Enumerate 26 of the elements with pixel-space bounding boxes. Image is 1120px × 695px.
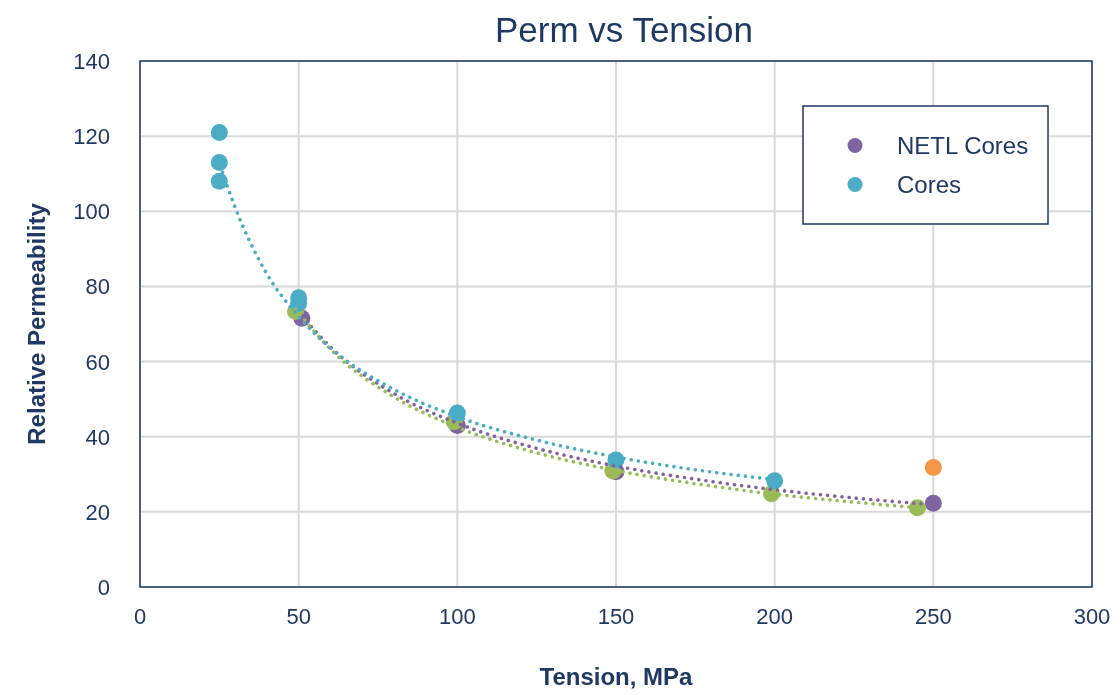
x-tick-label: 250 (914, 604, 952, 629)
y-tick-label: 60 (85, 349, 110, 375)
legend-label: Cores (897, 171, 962, 198)
y-tick-label: 140 (73, 49, 110, 74)
y-tick-label: 40 (85, 424, 110, 450)
point (924, 459, 942, 477)
point (210, 153, 228, 171)
x-tick-label: 150 (597, 604, 635, 629)
y-tick-label: 120 (73, 124, 110, 150)
y-axis-title: Relative Permeability (23, 202, 50, 445)
y-tick-label: 100 (73, 199, 110, 225)
x-tick-label: 100 (438, 604, 476, 629)
x-tick-label: 200 (756, 604, 794, 629)
x-tick-label: 300 (1073, 604, 1111, 629)
x-tick-label: 50 (286, 604, 311, 629)
point (210, 123, 228, 141)
x-axis-title: Tension, MPa (539, 663, 694, 690)
x-tick-label: 0 (133, 604, 147, 629)
legend-label: NETL Cores (897, 132, 1029, 159)
chart-title: Perm vs Tension (494, 10, 754, 49)
y-tick-label: 80 (85, 274, 110, 300)
point (210, 172, 228, 190)
point (766, 472, 784, 490)
point (924, 494, 942, 512)
y-tick-label: 0 (97, 575, 110, 600)
y-tick-label: 20 (85, 499, 110, 525)
